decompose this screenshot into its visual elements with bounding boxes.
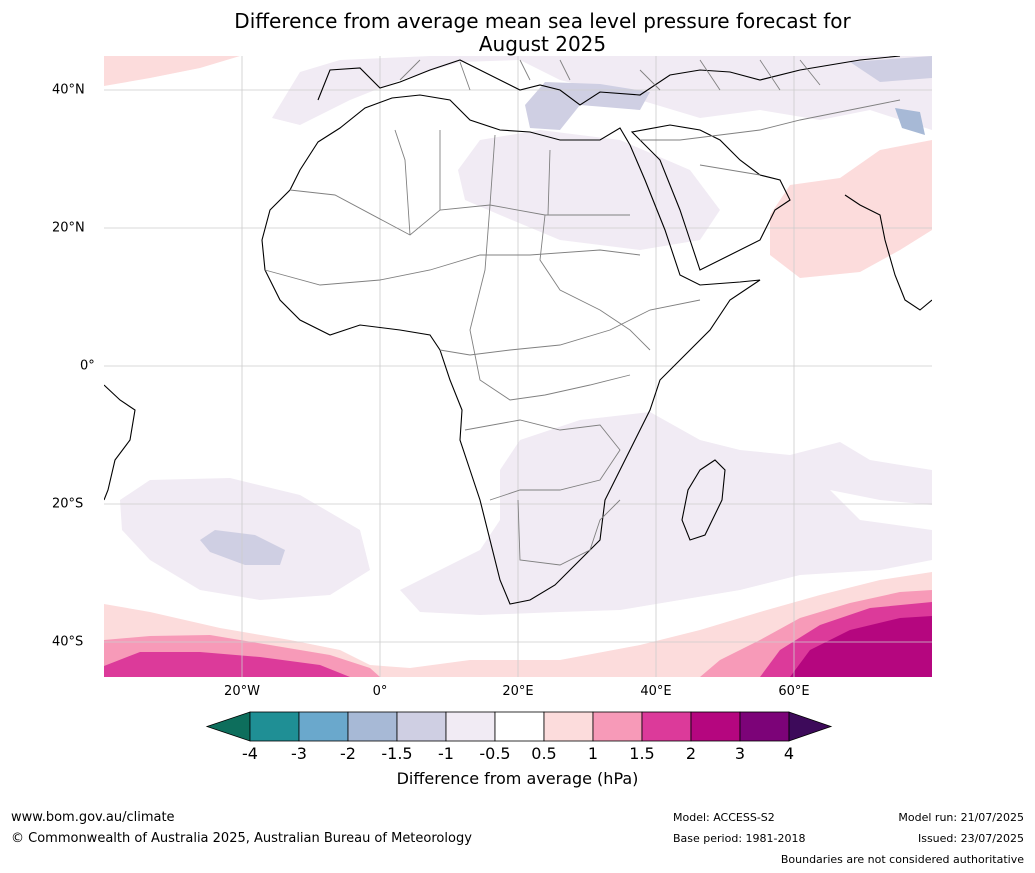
colorbar-label: Difference from average (hPa)	[396, 769, 639, 788]
colorbar-segment	[494, 711, 545, 742]
lat-tick-label: 0°	[80, 358, 95, 374]
africa-coastline	[261, 94, 761, 605]
anomaly-mediterranean-negative	[525, 82, 650, 130]
anomaly-caucasus-strong	[895, 108, 925, 135]
lon-tick-label: 60°E	[778, 684, 810, 699]
colorbar-segment	[396, 711, 447, 742]
colorbar-ticks: -4 -3 -2 -1.5 -1 -0.5 0.5 1 1.5 2 3 4	[0, 744, 1035, 764]
colorbar-segment	[543, 711, 594, 742]
boundary-europe	[399, 59, 821, 91]
boundary-central-east	[469, 204, 631, 401]
colorbar-tick-label: 2	[685, 744, 697, 763]
colorbar	[205, 711, 833, 742]
madagascar-coastline	[681, 459, 726, 541]
anomaly-caspian-negative	[850, 56, 932, 82]
colorbar-segment	[445, 711, 496, 742]
colorbar-tick-label: -2	[340, 744, 356, 763]
anomaly-southern-ocean-positive-strong	[104, 652, 350, 677]
colorbar-segment	[592, 711, 643, 742]
colorbar-tick-label: 3	[734, 744, 746, 763]
colorbar-tick-label: -3	[291, 744, 307, 763]
colorbar-segment	[347, 711, 398, 742]
title-line-1: Difference from average mean sea level p…	[234, 9, 851, 33]
anomaly-southern-ocean-positive-mid	[104, 590, 932, 677]
boundary-central	[439, 299, 701, 356]
colorbar-tick-label: -1	[438, 744, 454, 763]
footer-website: www.bom.gov.au/climate	[11, 810, 175, 825]
boundary-south	[464, 419, 621, 501]
colorbar-tick-label: 1.5	[629, 744, 655, 763]
lon-tick-label: 0°	[372, 684, 388, 699]
colorbar-segment	[249, 711, 300, 742]
anomaly-europe-negative-light	[272, 56, 932, 130]
boundary-north-africa	[394, 129, 551, 236]
lat-tick-label: 20°S	[52, 496, 84, 512]
south-america-coastline	[104, 384, 136, 501]
footer-disclaimer: Boundaries are not considered authoritat…	[780, 853, 1024, 866]
colorbar-tick-label: -1.5	[381, 744, 413, 763]
footer-copyright: © Commonwealth of Australia 2025, Austra…	[11, 831, 472, 846]
boundary-middle-east	[640, 99, 901, 176]
boundary-southern-tip	[517, 499, 621, 566]
lat-tick-label: 20°N	[52, 220, 85, 236]
boundary-sahel	[264, 249, 641, 286]
colorbar-extend-min	[205, 711, 251, 742]
colorbar-tick-label: 1	[587, 744, 599, 763]
footer-model-run: Model run: 21/07/2025	[898, 811, 1024, 824]
europe-coastline	[317, 56, 901, 106]
lon-tick-label: 20°E	[502, 684, 534, 699]
footer-base-period: Base period: 1981-2018	[673, 832, 806, 845]
colorbar-tick-label: -4	[242, 744, 258, 763]
chart-title: Difference from average mean sea level p…	[0, 10, 1035, 56]
colorbar-tick-label: -0.5	[479, 744, 511, 763]
title-line-2: August 2025	[478, 32, 607, 56]
india-coastline	[844, 194, 932, 311]
anomaly-fill	[104, 56, 932, 677]
colorbar-tick-label: 4	[783, 744, 795, 763]
footer-issued: Issued: 23/07/2025	[917, 832, 1024, 845]
colorbar-segment	[641, 711, 692, 742]
lat-tick-label: 40°N	[52, 82, 85, 98]
anomaly-southern-africa-negative	[400, 412, 932, 615]
lon-tick-label: 40°E	[640, 684, 672, 699]
colorbar-segment	[298, 711, 349, 742]
gridlines	[104, 56, 932, 677]
anomaly-sahara-negative	[458, 130, 720, 250]
lat-tick-label: 40°S	[52, 634, 84, 650]
coastlines	[104, 56, 932, 605]
anomaly-southern-ocean-positive-light	[104, 572, 932, 677]
arabian-peninsula-coastline	[630, 124, 791, 271]
anomaly-arabian-sea-positive	[770, 140, 932, 278]
footer-model: Model: ACCESS-S2	[673, 811, 775, 824]
colorbar-tick-label: 0.5	[531, 744, 557, 763]
colorbar-segment	[690, 711, 741, 742]
anomaly-north-atlantic-positive	[104, 56, 240, 86]
boundary-east	[539, 214, 651, 351]
anomaly-southern-indian-positive-core	[790, 616, 932, 677]
lon-tick-label: 20°W	[224, 684, 260, 699]
anomaly-south-atlantic-negative-core	[200, 530, 285, 565]
country-boundaries	[264, 59, 901, 566]
colorbar-segment	[739, 711, 790, 742]
colorbar-extend-max	[788, 711, 833, 742]
